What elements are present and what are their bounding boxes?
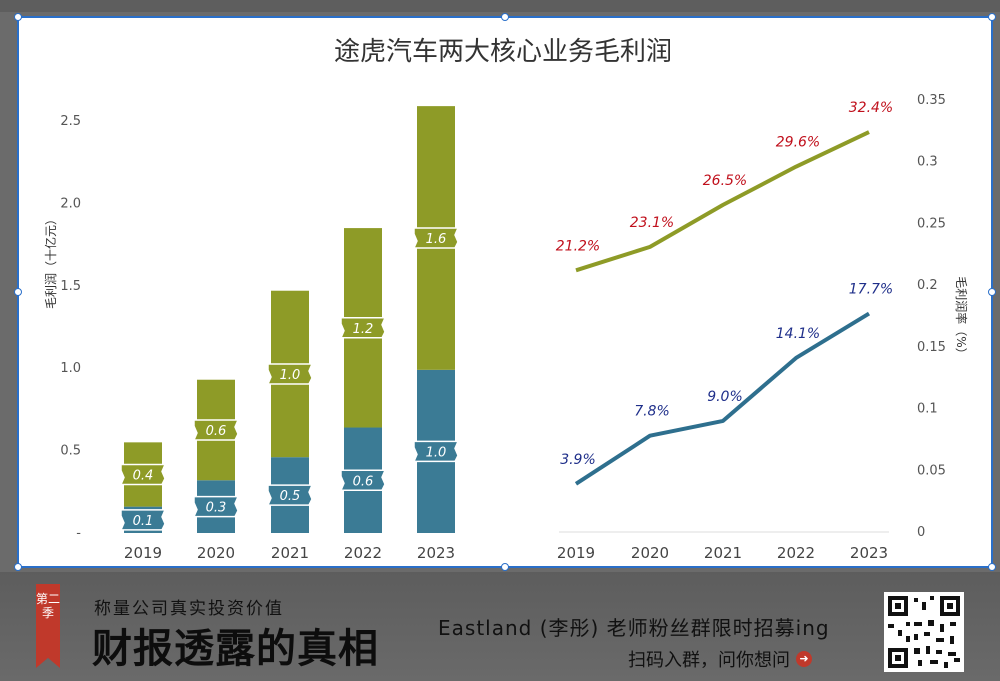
line-data-label: 29.6% [776, 135, 820, 151]
resize-handle-top-right[interactable] [988, 13, 996, 21]
line-series-blue [574, 311, 871, 486]
bar-value-label: 1.0 [280, 368, 301, 383]
y-tick-label: - [76, 526, 81, 541]
line-data-label: 14.1% [776, 326, 820, 342]
y2-tick-label: 0.1 [917, 402, 938, 417]
bar-value-badge [266, 484, 314, 506]
y2-tick-label: 0 [917, 525, 925, 540]
x2-tick-label: 2019 [557, 544, 595, 562]
y2-tick-label: 0.3 [917, 155, 938, 170]
line-data-label: 23.1% [630, 215, 674, 231]
y-tick-label: 2.5 [60, 114, 81, 129]
chart-frame[interactable]: 途虎汽车两大核心业务毛利润 - 0.5 1.0 1.5 2.0 2.5 毛利润（十亿元） 0.… [14, 13, 996, 571]
y-tick-label: 2.0 [60, 196, 81, 211]
resize-handle-top[interactable] [501, 13, 509, 21]
y2-tick-label: 0.2 [917, 278, 938, 293]
bar-value-badge [266, 363, 314, 385]
promo-banner: 第二季 称量公司真实投资价值 财报透露的真相 Eastland (李彤) 老师粉… [0, 572, 1000, 681]
bar-value-label: 1.0 [426, 445, 447, 460]
resize-handle-top-left[interactable] [14, 13, 22, 21]
recruit-text: Eastland (李彤) 老师粉丝群限时招募ing [438, 616, 830, 640]
scan-row[interactable]: 扫码入群，问你想问 ➜ [628, 646, 812, 672]
bar-value-badge [412, 227, 460, 249]
line-data-label: 32.4% [849, 100, 893, 116]
qr-code-icon[interactable] [884, 592, 964, 672]
bar-value-badge [119, 463, 167, 486]
x-tick-label: 2022 [344, 544, 382, 562]
y2-tick-label: 0.25 [917, 216, 946, 231]
resize-handle-right[interactable] [988, 288, 996, 296]
bar-value-badge [119, 509, 167, 531]
arrow-right-icon: ➜ [796, 651, 812, 667]
scan-text: 扫码入群，问你想问 [628, 650, 790, 671]
bar-value-label: 0.6 [206, 424, 227, 439]
resize-handle-bottom[interactable] [501, 563, 509, 571]
season-ribbon: 第二季 [36, 584, 60, 668]
y-tick-label: 1.0 [60, 361, 81, 376]
line-data-label: 3.9% [560, 452, 596, 468]
line-data-label: 9.0% [707, 389, 743, 405]
bar-value-label: 1.2 [353, 322, 374, 337]
bar-value-label: 0.5 [280, 489, 301, 504]
x-tick-label: 2020 [197, 544, 235, 562]
bar-value-badge [192, 419, 240, 441]
bar-value-label: 1.6 [426, 232, 447, 247]
y2-tick-label: 0.15 [917, 340, 946, 355]
x-tick-label: 2021 [271, 544, 309, 562]
bar-value-label: 0.1 [133, 514, 154, 529]
line-data-label: 7.8% [634, 404, 670, 420]
y-tick-label: 0.5 [60, 444, 81, 459]
bar-value-badge [192, 495, 240, 518]
bar-value-label: 0.3 [206, 501, 227, 516]
x-tick-label: 2023 [417, 544, 455, 562]
window-top-strip [0, 0, 1000, 12]
y-tick-label: 1.5 [60, 279, 81, 294]
y2-tick-label: 0.35 [917, 93, 946, 108]
bar-value-label: 0.6 [353, 474, 374, 489]
line-data-label: 17.7% [849, 282, 893, 298]
chart-canvas: 途虎汽车两大核心业务毛利润 - 0.5 1.0 1.5 2.0 2.5 毛利润（十亿元） 0.… [43, 37, 969, 562]
banner-slogan: 财报透露的真相 [92, 625, 379, 672]
y-axis-label: 毛利润（十亿元） [43, 213, 58, 309]
bar-value-badge [339, 317, 387, 339]
line-data-label: 21.2% [556, 238, 600, 254]
banner-tagline: 称量公司真实投资价值 [94, 599, 284, 619]
x2-tick-label: 2023 [850, 544, 888, 562]
line-data-label: 26.5% [703, 173, 747, 189]
chart-title: 途虎汽车两大核心业务毛利润 [334, 37, 672, 67]
x2-tick-label: 2020 [631, 544, 669, 562]
y2-tick-label: 0.05 [917, 463, 946, 478]
x2-tick-label: 2022 [777, 544, 815, 562]
resize-handle-bottom-right[interactable] [988, 563, 996, 571]
y2-axis-label: 毛利润率（%） [954, 276, 969, 359]
x2-tick-label: 2021 [704, 544, 742, 562]
x-tick-label: 2019 [124, 544, 162, 562]
line-series-green [575, 130, 870, 273]
bar-value-label: 0.4 [133, 468, 154, 483]
resize-handle-left[interactable] [14, 288, 22, 296]
bar-value-badge [339, 469, 387, 492]
resize-handle-bottom-left[interactable] [14, 563, 22, 571]
bar-value-badge [412, 440, 460, 463]
